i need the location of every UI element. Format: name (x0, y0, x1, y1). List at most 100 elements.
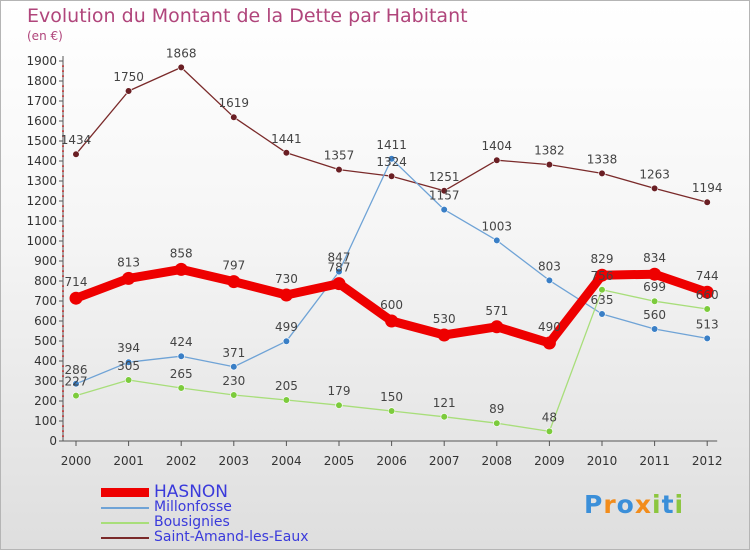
y-minor-tick (62, 330, 64, 332)
y-minor-tick (62, 385, 64, 387)
x-tick-label: 2002 (166, 454, 197, 468)
y-minor-tick (62, 270, 64, 272)
data-label-hasnon: 797 (222, 259, 245, 273)
y-tick-label: 200 (34, 394, 57, 408)
data-point-saint-amand-les-eaux (124, 87, 133, 95)
chart-series (69, 63, 714, 436)
y-minor-tick (62, 285, 64, 287)
data-label-hasnon: 600 (380, 298, 403, 312)
y-minor-tick (62, 170, 64, 172)
data-label-saint-amand-les-eaux: 1434 (61, 133, 92, 147)
data-label-bousignies: 265 (170, 367, 193, 381)
data-label-hasnon: 730 (275, 272, 298, 286)
data-point-saint-amand-les-eaux (545, 161, 554, 169)
data-point-bousignies (124, 376, 133, 384)
y-minor-tick (62, 375, 64, 377)
y-minor-tick (62, 335, 64, 337)
y-minor-tick (62, 205, 64, 207)
data-point-saint-amand-les-eaux (703, 198, 711, 206)
logo-letter: r (603, 490, 617, 519)
data-label-saint-amand-les-eaux: 1404 (482, 139, 513, 153)
data-point-hasnon (437, 328, 451, 342)
data-point-saint-amand-les-eaux (230, 113, 238, 121)
legend-label-bousignies: Bousignies (154, 514, 230, 530)
data-label-saint-amand-les-eaux: 1324 (376, 155, 407, 169)
data-point-saint-amand-les-eaux (72, 150, 80, 158)
y-minor-tick (62, 65, 64, 67)
data-label-hasnon: 714 (65, 275, 88, 289)
data-point-millonfosse (703, 334, 711, 343)
x-tick-label: 2010 (587, 454, 618, 468)
data-point-bousignies (493, 419, 501, 427)
y-minor-tick (62, 110, 64, 112)
y-minor-tick (62, 195, 64, 197)
data-point-hasnon (542, 336, 556, 350)
y-minor-tick (62, 390, 64, 392)
data-point-hasnon (122, 271, 136, 285)
data-point-hasnon (174, 262, 188, 276)
y-minor-tick (62, 115, 64, 117)
data-label-millonfosse: 394 (117, 341, 140, 355)
y-minor-tick (62, 315, 64, 317)
legend-swatch-millonfosse (101, 507, 149, 509)
data-label-hasnon: 829 (591, 252, 614, 266)
data-point-saint-amand-les-eaux (388, 172, 396, 180)
legend-swatch-bousignies (101, 522, 149, 524)
y-minor-tick (62, 295, 64, 297)
data-label-bousignies: 121 (433, 396, 456, 410)
data-label-saint-amand-les-eaux: 1263 (639, 167, 670, 181)
x-tick-label: 2001 (113, 454, 144, 468)
data-point-millonfosse (230, 363, 238, 371)
y-minor-tick (62, 70, 64, 72)
data-point-millonfosse (650, 325, 659, 333)
data-point-bousignies (177, 384, 185, 392)
y-tick-label: 1200 (26, 194, 57, 208)
y-minor-tick (62, 370, 64, 372)
logo-letter: i (674, 490, 685, 519)
data-label-saint-amand-les-eaux: 1357 (324, 149, 355, 163)
chart-data-labels: 1434 1750 1868 1619 1441 1357 1324 1251 1404 1382… (61, 46, 723, 424)
data-label-saint-amand-les-eaux: 1251 (429, 170, 460, 184)
data-label-millonfosse: 371 (222, 346, 245, 360)
data-label-bousignies: 89 (489, 402, 504, 416)
y-minor-tick (62, 355, 64, 357)
data-point-bousignies (72, 392, 80, 400)
y-minor-tick (62, 365, 64, 367)
data-label-saint-amand-les-eaux: 1194 (692, 181, 723, 195)
y-tick-label: 1700 (26, 94, 57, 108)
data-label-saint-amand-les-eaux: 1382 (534, 144, 565, 158)
data-point-hasnon (490, 320, 504, 334)
data-point-bousignies (230, 391, 238, 399)
y-minor-tick (62, 245, 64, 247)
y-minor-tick (62, 130, 64, 132)
y-minor-tick (62, 165, 64, 167)
data-point-bousignies (440, 413, 448, 421)
data-point-saint-amand-les-eaux (598, 169, 606, 177)
data-label-hasnon: 787 (328, 261, 351, 275)
data-label-bousignies: 227 (65, 375, 88, 389)
y-minor-tick (62, 305, 64, 307)
data-point-hasnon (700, 285, 714, 299)
data-point-hasnon (332, 277, 346, 291)
data-point-bousignies (545, 427, 554, 436)
data-label-millonfosse: 286 (65, 363, 88, 377)
y-tick-label: 1400 (26, 154, 57, 168)
y-minor-tick (62, 395, 64, 397)
logo-letter: P (584, 490, 604, 519)
y-minor-tick (62, 225, 64, 227)
y-tick-label: 800 (34, 274, 57, 288)
y-tick-label: 500 (34, 334, 57, 348)
data-label-hasnon: 858 (170, 246, 193, 260)
chart-subtitle: (en €) (27, 29, 63, 43)
y-minor-tick (62, 105, 64, 107)
y-minor-tick (62, 185, 64, 187)
x-tick-label: 2004 (271, 454, 302, 468)
y-minor-tick (62, 150, 64, 152)
y-minor-tick (62, 435, 64, 437)
data-label-bousignies: 230 (222, 374, 245, 388)
data-point-hasnon (385, 314, 399, 328)
data-point-hasnon (279, 288, 293, 302)
data-label-bousignies: 699 (643, 280, 666, 294)
data-point-millonfosse (388, 155, 396, 163)
data-point-saint-amand-les-eaux (440, 187, 448, 195)
